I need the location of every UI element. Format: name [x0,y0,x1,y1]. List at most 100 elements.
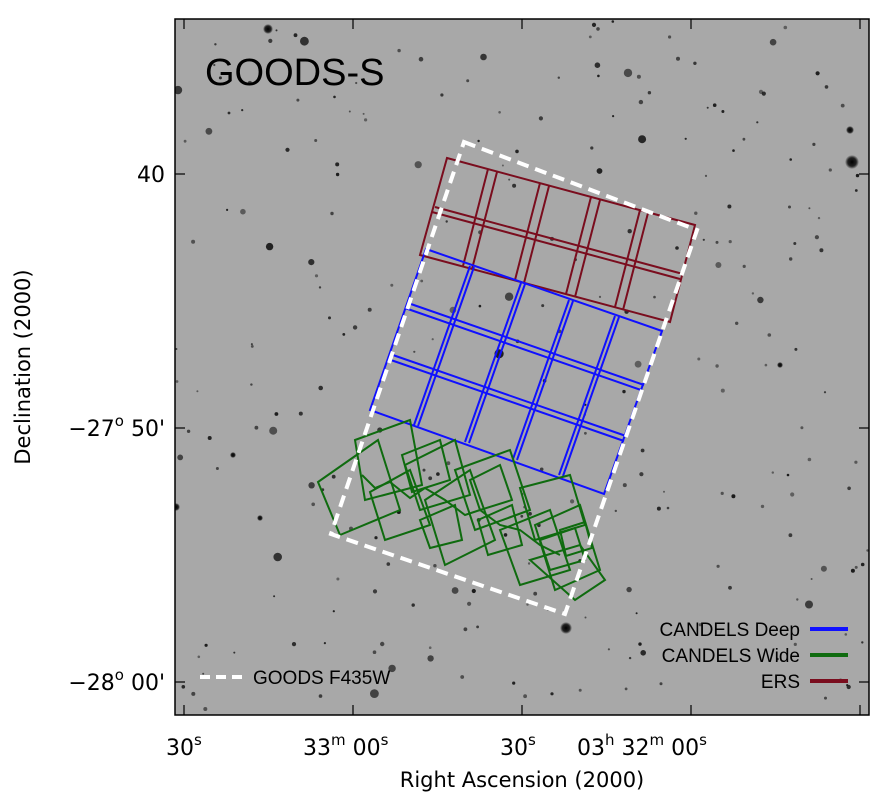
star [614,509,617,513]
star [622,483,627,488]
sky-image [175,19,869,715]
star [298,411,303,416]
star [800,426,804,430]
star [810,578,813,580]
star [771,471,774,474]
star [477,139,480,143]
star [175,348,178,350]
star [594,62,601,68]
star [300,36,309,46]
star [742,137,746,141]
star [311,502,316,507]
star [440,93,444,97]
star [293,33,298,38]
star [352,325,358,330]
star [860,562,865,567]
star [790,492,795,497]
star [653,295,656,299]
star [226,208,229,211]
star [478,304,482,308]
star [541,304,545,308]
star [372,589,378,594]
x-tick-label: 30s [166,731,202,761]
star [702,238,705,241]
star [250,343,253,346]
star [471,588,476,594]
star [760,504,765,509]
star [538,116,544,121]
star [697,357,701,361]
star [731,494,736,499]
star [715,262,722,268]
candels-wide-footprint [316,418,607,602]
star [433,564,437,568]
y-tick-label: 40 [137,163,165,188]
star [515,149,519,154]
star [783,25,788,30]
star [761,91,766,96]
star [420,279,424,283]
star [786,473,790,477]
star [508,178,511,181]
star [460,675,465,679]
star [588,35,592,39]
star [422,468,426,472]
star [328,316,331,320]
star [751,292,755,295]
star [480,53,487,61]
star [335,162,340,167]
star [808,207,811,210]
star [273,552,283,562]
star [767,333,772,337]
star [467,601,472,606]
star [727,204,732,209]
star [807,457,812,462]
star [175,85,183,95]
star [318,286,322,289]
star [720,388,725,393]
star [728,585,732,590]
star [640,650,646,656]
star [388,664,396,673]
star [254,425,259,430]
star [663,490,665,493]
star [476,625,479,629]
star [636,74,641,79]
star [273,595,276,598]
y-axis-label: Declination (2000) [11,269,35,464]
star [374,536,378,540]
star [451,587,459,594]
star [757,296,764,304]
star [627,229,632,234]
star [205,127,213,135]
candels-deep-footprint [368,247,664,496]
star [623,68,633,78]
star [285,147,290,152]
y-tick-label: −28o 00' [68,666,165,696]
star [693,61,697,65]
star [659,682,663,686]
star [815,71,820,76]
star [367,307,372,312]
star [274,412,279,416]
star [207,436,212,440]
star [596,168,603,174]
star [191,239,196,244]
star [676,56,680,61]
star [624,687,628,691]
star [362,112,365,115]
star [197,655,201,659]
goods-f435w-footprint [328,139,700,617]
legend-label-goods: GOODS F435W [253,668,390,689]
star [776,657,779,661]
star [590,146,594,150]
star [241,109,244,112]
star [735,321,739,325]
star [527,562,531,565]
star [844,633,848,636]
star [793,642,797,647]
star [557,76,560,79]
star [428,646,432,649]
star [397,48,401,53]
